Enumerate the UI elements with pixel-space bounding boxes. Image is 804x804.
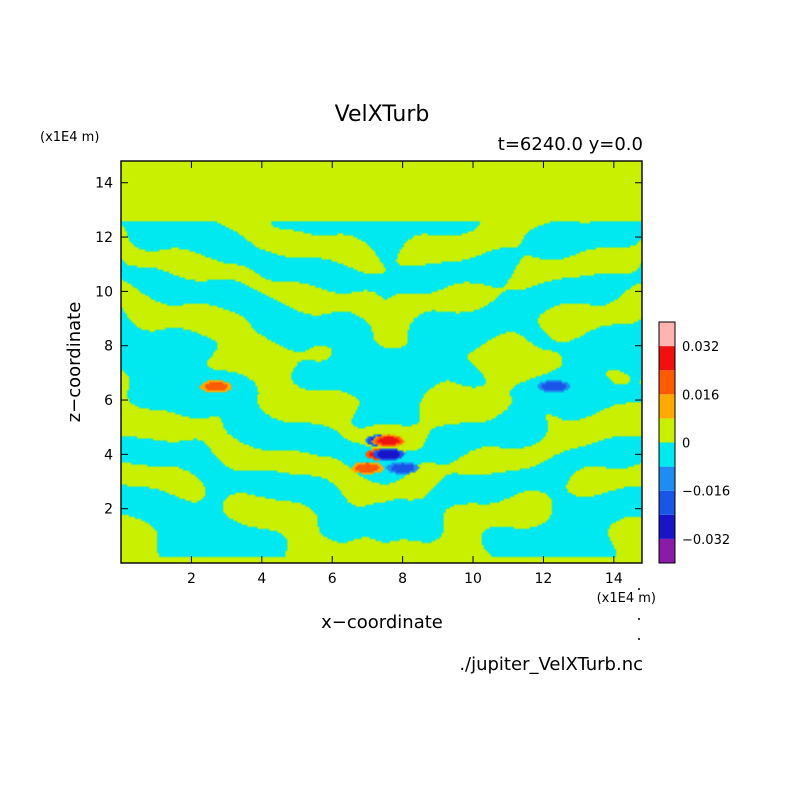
y-axis: 2 4 6 8 10 12 14: [95, 176, 642, 518]
colorbar-swatch: [659, 466, 675, 491]
y-tick-label: 14: [95, 176, 113, 192]
y-unit-label: (x1E4 m): [40, 130, 99, 145]
colorbar: −0.032 −0.016 0 0.016 0.032: [658, 321, 730, 564]
source-file-label: ./jupiter_VelXTurb.nc: [459, 654, 643, 675]
chart-subtitle: t=6240.0 y=0.0: [498, 134, 643, 155]
colorbar-swatch: [659, 370, 675, 395]
x-tick-label: 8: [398, 571, 407, 587]
plot-frame: [120, 160, 643, 564]
y-tick-label: 4: [104, 447, 113, 463]
colorbar-swatch: [659, 394, 675, 419]
colorbar-frame: [658, 321, 676, 564]
y-tick-label: 6: [104, 393, 113, 409]
colorbar-swatch: [659, 322, 675, 347]
marker-dot: [638, 618, 640, 620]
colorbar-tick-label: 0: [682, 437, 690, 452]
x-axis: 2 4 6 8 10 12 14: [187, 161, 623, 587]
y-tick-label: 10: [95, 284, 113, 300]
x-tick-label: 14: [605, 571, 623, 587]
colorbar-swatch: [659, 442, 675, 467]
colorbar-swatch: [659, 346, 675, 371]
y-tick-label: 2: [104, 502, 113, 518]
marker-dot: [638, 638, 640, 640]
x-tick-label: 2: [187, 571, 196, 587]
x-unit-label: (x1E4 m): [597, 591, 656, 606]
x-axis-label: x−coordinate: [321, 612, 443, 633]
colorbar-swatch: [659, 418, 675, 443]
colorbar-tick-label: −0.032: [682, 533, 730, 548]
y-axis-label: z−coordinate: [64, 302, 85, 423]
plot-area: [120, 160, 643, 564]
colorbar-tick-label: 0.032: [682, 340, 719, 355]
colorbar-tick-label: −0.016: [682, 485, 730, 500]
y-tick-label: 12: [95, 230, 113, 246]
marker-dot: [638, 588, 640, 590]
colorbar-swatch: [659, 490, 675, 515]
x-tick-label: 4: [257, 571, 266, 587]
colorbar-swatch: [659, 538, 675, 563]
x-tick-label: 10: [464, 571, 482, 587]
heatmap-field: [121, 161, 642, 563]
colorbar-tick-label: 0.016: [682, 388, 719, 403]
x-tick-label: 6: [328, 571, 337, 587]
y-tick-label: 8: [104, 339, 113, 355]
x-tick-label: 12: [535, 571, 553, 587]
colorbar-swatch: [659, 514, 675, 539]
chart-title: VelXTurb: [335, 102, 430, 127]
